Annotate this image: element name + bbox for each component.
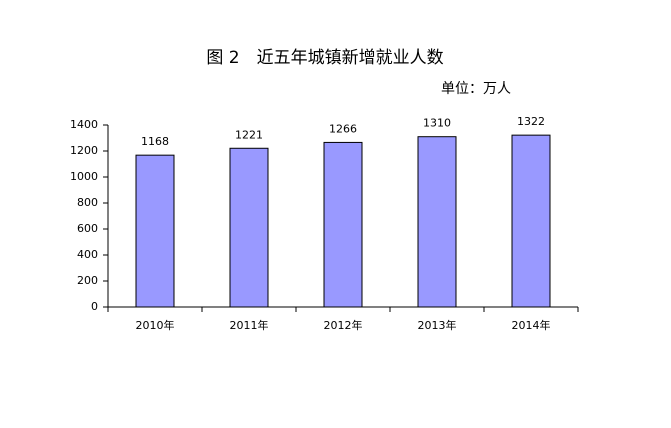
bar — [135, 154, 175, 308]
chart-subtitle: 单位：万人 — [441, 81, 511, 97]
data-label: 1266 — [329, 122, 357, 135]
y-tick-label: 1400 — [70, 118, 98, 131]
x-tick-label: 2014年 — [512, 318, 551, 332]
chart-title: 图 2 近五年城镇新增就业人数 — [206, 48, 443, 68]
data-label: 1322 — [517, 115, 545, 128]
data-label: 1310 — [423, 117, 451, 130]
bar — [229, 147, 269, 308]
x-tick-label: 2010年 — [136, 318, 175, 332]
y-tick-label: 600 — [77, 222, 98, 235]
y-tick-label: 800 — [77, 196, 98, 209]
y-tick-label: 1000 — [70, 170, 98, 183]
data-label: 1168 — [141, 135, 169, 148]
y-tick-label: 400 — [77, 248, 98, 261]
y-tick-label: 200 — [77, 274, 98, 287]
bar — [511, 134, 551, 308]
y-tick-label: 1200 — [70, 144, 98, 157]
data-label: 1221 — [235, 128, 263, 141]
x-tick-label: 2011年 — [230, 318, 269, 332]
x-tick-label: 2012年 — [324, 318, 363, 332]
x-tick-label: 2013年 — [418, 318, 457, 332]
y-tick-label: 0 — [91, 300, 98, 313]
bar — [417, 136, 457, 308]
bar — [323, 141, 363, 308]
